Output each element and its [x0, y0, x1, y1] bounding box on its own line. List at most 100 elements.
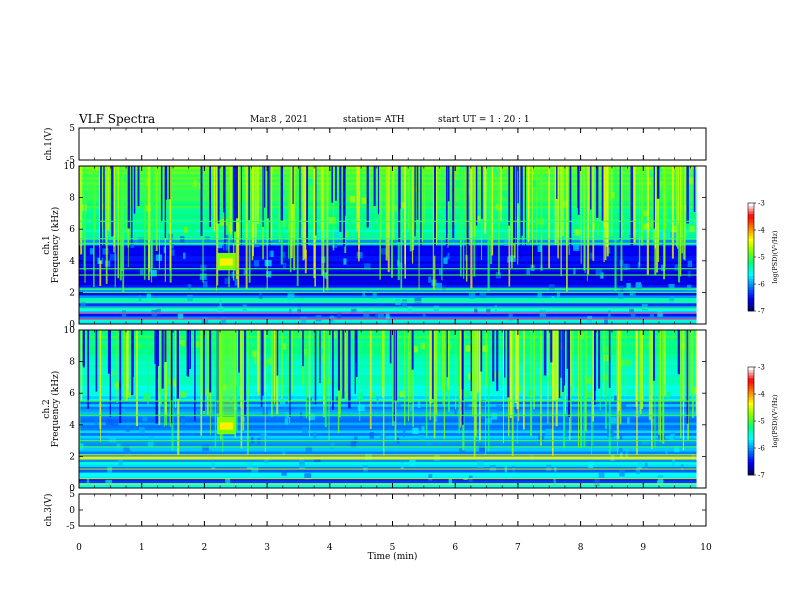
spectrogram-texture [343, 230, 349, 238]
signal-gap [590, 166, 592, 210]
spectrogram-texture [225, 478, 231, 485]
sferic-streak [435, 330, 438, 416]
sferic-streak [105, 166, 108, 284]
sferic-streak [638, 166, 641, 267]
frequency-stratum [79, 364, 697, 368]
colorbar-segment [748, 469, 754, 473]
colorbar-segment [748, 377, 754, 381]
spectrogram-texture [659, 433, 666, 440]
signal-gap [550, 330, 553, 363]
signal-gap [260, 330, 263, 407]
signal-gap [161, 330, 164, 389]
spectrogram-texture [664, 229, 672, 236]
sferic-streak [671, 166, 674, 259]
colorbar-segment [748, 375, 754, 379]
y-axis-label-unit: Frequency (kHz) [50, 207, 61, 284]
sferic-streak [80, 330, 83, 401]
colorbar-segment [748, 289, 754, 293]
spectrogram-texture [297, 306, 302, 313]
signal-gap [395, 330, 398, 402]
sferic-streak [619, 330, 622, 425]
transmitter-line [79, 312, 697, 314]
colorbar-segment [748, 402, 754, 406]
spectrogram-texture [556, 291, 560, 298]
signal-gap [176, 330, 179, 399]
sferic-streak [458, 330, 460, 434]
spectrogram-texture [318, 355, 326, 362]
y-tick-label: 0 [69, 506, 75, 516]
frequency-stratum [79, 395, 697, 399]
sferic-streak [570, 330, 572, 386]
signal-gap [414, 166, 416, 237]
colorbar-segment [748, 211, 754, 215]
signal-gap [507, 330, 510, 398]
frequency-stratum [79, 437, 697, 441]
spectrogram-texture [443, 257, 448, 264]
sferic-streak [603, 330, 605, 398]
spectrogram-texture [146, 293, 151, 300]
colorbar-segment [748, 243, 754, 247]
sferic-streak [247, 330, 249, 455]
sferic-streak [254, 166, 257, 244]
frequency-stratum [79, 302, 697, 306]
sferic-streak [624, 330, 627, 393]
spectrogram-texture [610, 417, 617, 424]
colorbar-tick-label: -4 [758, 227, 765, 235]
signal-gap [677, 330, 680, 375]
spectrogram-texture [531, 180, 538, 188]
frequency-stratum [79, 406, 697, 410]
spectrogram-texture [480, 399, 487, 407]
sferic-streak [659, 330, 661, 442]
colorbar-segment [748, 205, 754, 209]
sferic-streak [540, 330, 542, 446]
sferic-streak [228, 166, 230, 288]
sferic-streak [345, 330, 348, 397]
sferic-streak [245, 166, 248, 289]
signal-gap [127, 166, 130, 229]
signal-gap [656, 166, 660, 199]
sferic-streak [358, 166, 360, 250]
colorbar-segment [748, 219, 754, 223]
sferic-streak [114, 166, 116, 288]
sferic-streak [604, 166, 607, 261]
colorbar-segment [748, 235, 754, 239]
spectrogram-texture [635, 284, 643, 291]
spectrogram-texture [625, 452, 629, 459]
spectrogram-texture [282, 220, 286, 227]
spectrogram-texture [506, 170, 511, 178]
sferic-streak [290, 166, 293, 259]
sferic-streak [514, 330, 517, 404]
sferic-streak [663, 166, 666, 267]
signal-gap [342, 166, 346, 247]
colorbar-segment [748, 383, 754, 387]
sferic-streak [587, 166, 590, 275]
spectrogram-texture [421, 426, 425, 433]
colorbar-segment [748, 294, 754, 298]
signal-gap [567, 330, 571, 418]
sferic-streak [200, 330, 203, 436]
sferic-streak [169, 166, 171, 271]
y-axis-label: ch.1 [42, 235, 52, 254]
spectrogram-texture [388, 205, 394, 212]
frequency-stratum [79, 469, 697, 473]
colorbar-segment [748, 278, 754, 282]
spectrogram-texture [123, 445, 130, 452]
sferic-streak [116, 330, 118, 403]
spectrogram-texture [193, 180, 197, 187]
spectrogram-texture [282, 251, 286, 259]
sferic-streak [585, 330, 587, 432]
spectrogram-texture [573, 267, 576, 275]
sferic-streak [640, 330, 643, 391]
sferic-streak [425, 330, 428, 437]
sferic-streak [323, 330, 325, 405]
frequency-stratum [79, 411, 697, 415]
sferic-streak [305, 330, 308, 419]
signal-gap [470, 330, 472, 392]
x-tick-label: 9 [640, 543, 646, 553]
transmitter-line [79, 318, 697, 320]
colorbar-segment [748, 431, 754, 435]
colorbar-segment [748, 208, 754, 212]
sferic-streak [119, 166, 122, 281]
frequency-stratum [79, 461, 697, 465]
spectrogram-texture [491, 167, 497, 174]
